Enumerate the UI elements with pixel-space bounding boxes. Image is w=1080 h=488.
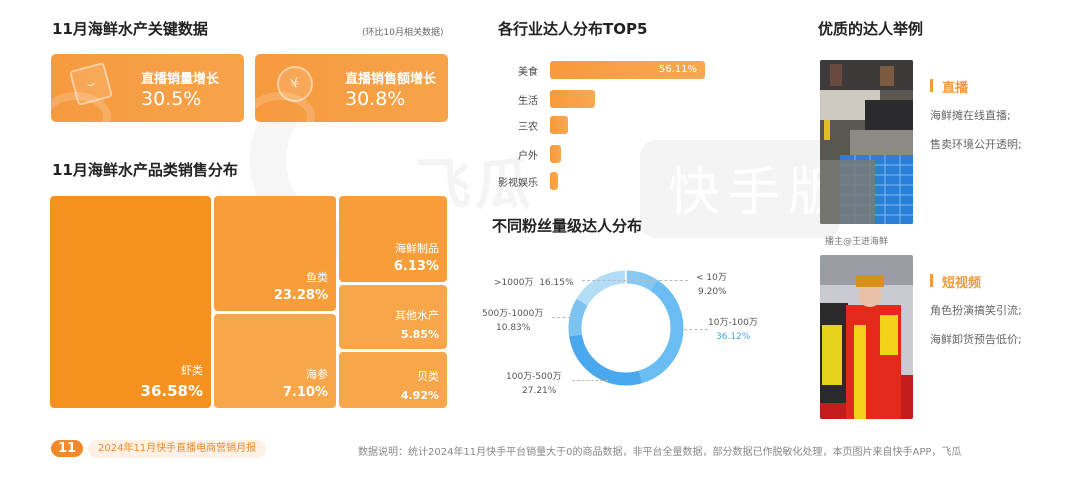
- page-number: 11: [51, 440, 83, 457]
- tile-value: 23.28%: [273, 288, 328, 303]
- bar-label: 生活: [518, 96, 538, 107]
- bar: [550, 172, 558, 190]
- bar-label: 影视娱乐: [498, 178, 538, 189]
- label-100w-500w-name: 100万-500万: [506, 372, 562, 382]
- example-line: 海鲜卸货预告低价;: [930, 333, 1022, 346]
- segment-10w-100w: [568, 270, 684, 386]
- treemap-tile-shellfish: 贝类 4.92%: [339, 352, 447, 408]
- segment-100w-500w: [568, 270, 684, 386]
- example-line: 售卖环境公开透明;: [930, 138, 1022, 151]
- tile-value: 6.13%: [393, 259, 439, 274]
- bar-label: 美食: [518, 67, 538, 78]
- livestream-photo: [820, 60, 913, 224]
- bar: 56.11%: [550, 61, 705, 79]
- tag-label: 直播: [942, 81, 969, 96]
- bar-label: 三农: [518, 122, 538, 133]
- decorative-arc: [51, 92, 111, 122]
- tile-name: 虾类: [181, 364, 203, 377]
- label-500w-1000w-name: 500万-1000万: [482, 309, 544, 319]
- segment-500w-1000w: [568, 270, 684, 386]
- bar-row-life: 生活: [490, 90, 750, 108]
- example-tag-short-video: 短视频: [930, 272, 981, 291]
- treemap-tile-shrimp: 虾类 36.58%: [50, 196, 211, 408]
- tile-name: 海参: [306, 368, 328, 381]
- label-100w-500w-value: 27.21%: [522, 386, 557, 396]
- leader-line: [582, 280, 626, 281]
- kpi-label: 直播销售额增长: [345, 72, 437, 87]
- bar-row-food: 美食 56.11%: [490, 61, 750, 79]
- segment-value: 16.15%: [539, 278, 574, 288]
- kpi-value: 30.8%: [345, 88, 406, 110]
- example-tag-livestream: 直播: [930, 77, 968, 96]
- tile-name: 贝类: [417, 370, 439, 383]
- key-data-note: (环比10月相关数据): [362, 28, 444, 38]
- report-title: 2024年11月快手直播电商营销月报: [88, 440, 267, 458]
- label-lt10w-value: 9.20%: [698, 287, 727, 297]
- key-data-title: 11月海鲜水产关键数据: [52, 20, 208, 38]
- category-distribution-title: 11月海鲜水产品类销售分布: [52, 161, 238, 179]
- label-10w-100w-value: 36.12%: [716, 332, 751, 342]
- label-gt1000w: >1000万 16.15%: [494, 275, 574, 288]
- label-10w-100w-name: 10万-100万: [708, 318, 758, 328]
- tile-name: 鱼类: [306, 271, 328, 284]
- example-line: 海鲜摊在线直播;: [930, 109, 1011, 122]
- photo-caption: 播主@王进海鲜: [825, 237, 889, 247]
- leader-line: [552, 317, 576, 318]
- leader-line: [684, 329, 708, 330]
- fan-distribution-title: 不同粉丝量级达人分布: [492, 217, 643, 235]
- bar-value: 56.11%: [658, 64, 697, 75]
- bar: [550, 90, 595, 108]
- segment-name: >1000万: [494, 278, 534, 288]
- tile-name: 海鲜制品: [395, 242, 439, 255]
- treemap-tile-sea-cucumber: 海参 7.10%: [214, 314, 336, 408]
- decorative-arc: [255, 92, 315, 122]
- industry-top5-title: 各行业达人分布TOP5: [498, 20, 648, 38]
- tile-value: 7.10%: [282, 385, 328, 400]
- bar: [550, 116, 568, 134]
- bar-row-outdoor: 户外: [490, 145, 750, 163]
- tile-value: 5.85%: [400, 328, 439, 341]
- treemap-tile-fish: 鱼类 23.28%: [214, 196, 336, 311]
- label-lt10w-name: < 10万: [696, 273, 727, 283]
- tag-label: 短视频: [942, 276, 982, 291]
- leader-line: [572, 380, 608, 381]
- treemap-tile-seafood-products: 海鲜制品 6.13%: [339, 196, 447, 282]
- tile-value: 36.58%: [140, 382, 203, 400]
- bar-row-agriculture: 三农: [490, 116, 750, 134]
- donut-chart: [568, 270, 684, 386]
- bar-label: 户外: [518, 151, 538, 162]
- bag-icon: ⌣: [68, 61, 114, 107]
- kpi-value: 30.5%: [141, 88, 202, 110]
- kpi-card-volume: ⌣ 直播销量增长 30.5%: [51, 54, 244, 122]
- leader-line: [628, 280, 688, 281]
- tile-value: 4.92%: [400, 389, 439, 402]
- bar: [550, 145, 561, 163]
- bar-row-entertainment: 影视娱乐: [490, 172, 750, 190]
- examples-title: 优质的达人举例: [818, 20, 924, 38]
- tile-name: 其他水产: [395, 309, 439, 322]
- kpi-label: 直播销量增长: [141, 72, 220, 87]
- label-500w-1000w-value: 10.83%: [496, 323, 531, 333]
- treemap-tile-other-aquatic: 其他水产 5.85%: [339, 285, 447, 349]
- short-video-photo: [820, 255, 913, 419]
- data-note: 数据说明：统计2024年11月快手平台销量大于0的商品数据，非平台全量数据，部分…: [358, 447, 962, 458]
- kpi-card-sales: ¥ 直播销售额增长 30.8%: [255, 54, 448, 122]
- example-line: 角色扮演搞笑引流;: [930, 304, 1022, 317]
